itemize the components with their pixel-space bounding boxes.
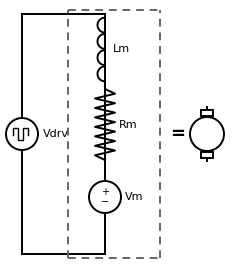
Text: −: −	[101, 197, 109, 207]
Text: Vdrv: Vdrv	[43, 129, 69, 139]
Text: Lm: Lm	[113, 45, 130, 54]
Text: Rm: Rm	[119, 119, 138, 129]
Bar	[201, 110, 213, 116]
Circle shape	[89, 181, 121, 213]
Bar	[201, 152, 213, 158]
Text: +: +	[101, 187, 109, 197]
Text: =: =	[171, 125, 186, 143]
Circle shape	[190, 117, 224, 151]
Text: Vm: Vm	[125, 192, 143, 202]
